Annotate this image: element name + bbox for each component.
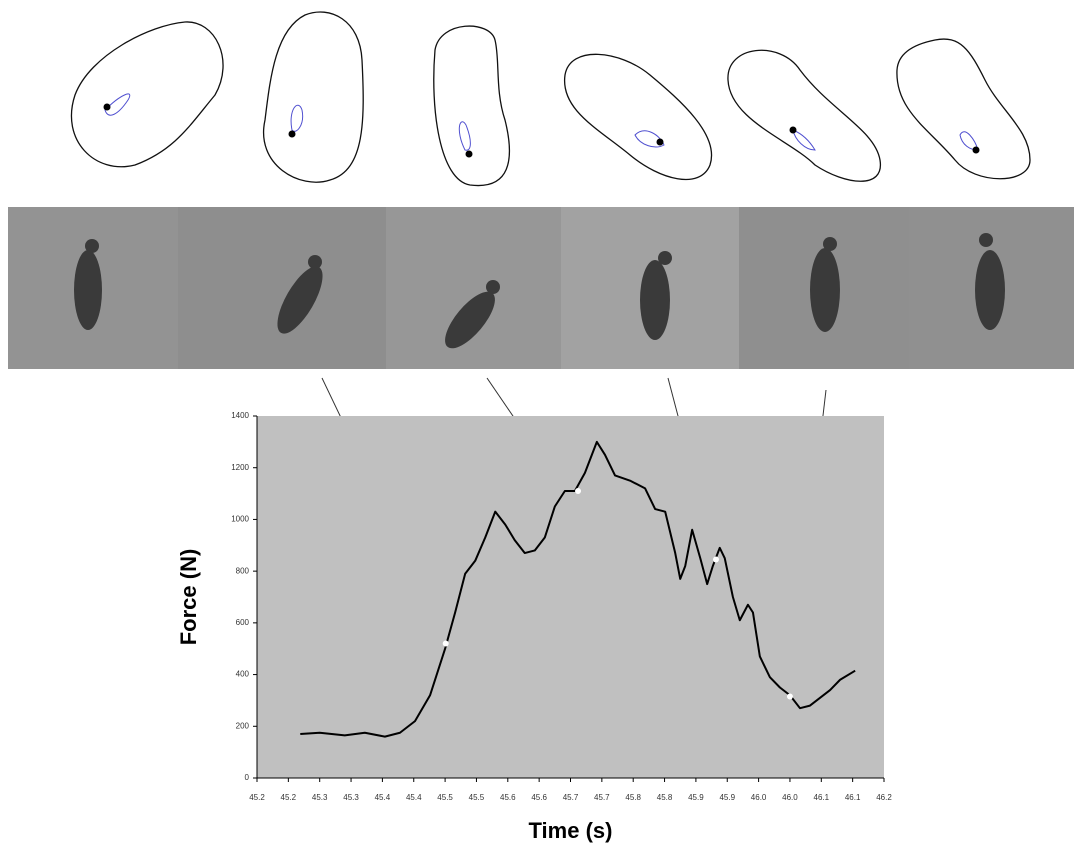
x-tick-label: 45.2	[249, 793, 265, 802]
y-tick-label: 1000	[231, 515, 249, 524]
figure: 0 200 400 600 800 1000 1200 1400 45.2 45.2 45.3 45.…	[0, 0, 1074, 850]
y-tick-label: 0	[245, 773, 250, 782]
x-tick-label: 46.0	[751, 793, 767, 802]
x-tick-label: 45.3	[312, 793, 328, 802]
y-tick-label: 1400	[231, 411, 249, 420]
x-tick-label: 45.5	[469, 793, 485, 802]
y-tick-label: 800	[236, 566, 250, 575]
photo-strip	[8, 207, 1074, 369]
cop-points	[104, 104, 980, 158]
y-tick-label: 400	[236, 670, 250, 679]
y-axis-title: Force (N)	[176, 549, 201, 646]
x-tick-label: 46.2	[876, 793, 892, 802]
chart: 0 200 400 600 800 1000 1200 1400 45.2 45.2 45.3 45.…	[176, 411, 893, 843]
highlight-point	[713, 557, 719, 563]
x-tick-label: 45.8	[625, 793, 641, 802]
cop-traces	[105, 94, 978, 150]
x-tick-label: 46.1	[845, 793, 861, 802]
x-tick-label: 45.7	[594, 793, 610, 802]
y-tick-label: 600	[236, 618, 250, 627]
x-tick-label: 46.1	[814, 793, 830, 802]
x-tick-label: 45.4	[406, 793, 422, 802]
x-tick-label: 45.6	[500, 793, 516, 802]
y-tick-label: 200	[236, 721, 250, 730]
highlight-point	[443, 641, 449, 647]
x-tick-label: 45.6	[531, 793, 547, 802]
x-tick-label: 45.5	[437, 793, 453, 802]
x-tick-label: 45.8	[657, 793, 673, 802]
x-tick-label: 45.7	[563, 793, 579, 802]
x-tick-label: 45.4	[375, 793, 391, 802]
highlight-point	[787, 694, 793, 700]
x-tick-label: 45.9	[719, 793, 735, 802]
x-tick-label: 45.2	[281, 793, 297, 802]
x-axis-title: Time (s)	[529, 818, 613, 843]
x-tick-label: 45.9	[688, 793, 704, 802]
x-tick-label: 45.3	[343, 793, 359, 802]
highlight-point	[575, 488, 581, 494]
y-tick-label: 1200	[231, 463, 249, 472]
foot-outlines	[71, 12, 1030, 186]
x-tick-label: 46.0	[782, 793, 798, 802]
plot-area	[257, 416, 884, 778]
